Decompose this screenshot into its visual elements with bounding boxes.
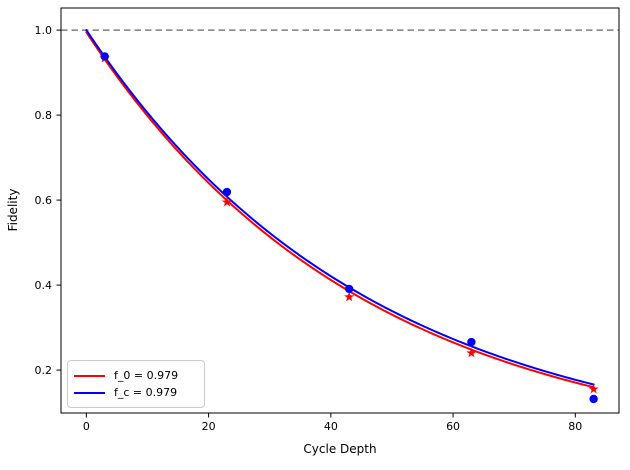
x-tick-label: 20 (202, 420, 216, 433)
data-point-f_c (344, 284, 354, 294)
legend-label-fc: f_c = 0.979 (114, 386, 178, 399)
axes-frame-group (60, 7, 620, 414)
data-point-f_0 (466, 347, 477, 358)
fit-curve-f_0 (85, 31, 595, 389)
data-point-f_c (467, 337, 476, 347)
x-tick-label: 0 (83, 420, 90, 433)
data-point-f_0 (588, 383, 599, 394)
y-tick-label: 0.8 (35, 109, 53, 122)
y-axis-label: Fidelity (6, 189, 20, 232)
data-point-f_c (589, 394, 598, 404)
legend-swatch-fc (74, 391, 105, 394)
axes-frame (60, 7, 620, 414)
legend: f_0 = 0.979 f_c = 0.979 (67, 360, 205, 408)
markers-group (99, 52, 599, 404)
x-tick-label: 60 (446, 420, 460, 433)
legend-row-f0: f_0 = 0.979 (74, 368, 196, 383)
y-tick-label: 1.0 (35, 24, 53, 37)
x-tick-label: 80 (568, 420, 582, 433)
y-tick-label: 0.4 (35, 279, 53, 292)
curves-group (85, 29, 595, 389)
data-point-f_c (222, 187, 232, 197)
x-tick-label: 40 (324, 420, 338, 433)
data-point-f_0 (344, 291, 355, 302)
legend-row-fc: f_c = 0.979 (74, 385, 196, 400)
legend-swatch-f0 (74, 374, 105, 377)
ticks-group: 0 20 40 60 80 0.2 0.4 0.6 0.8 1.0 (35, 24, 583, 433)
data-point-f_c (100, 52, 109, 61)
legend-label-f0: f_0 = 0.979 (114, 369, 179, 382)
data-point-f_0 (221, 196, 232, 207)
x-axis-label: Cycle Depth (303, 442, 376, 456)
y-tick-label: 0.2 (35, 364, 53, 377)
y-tick-label: 0.6 (35, 194, 53, 207)
fit-curve-f_c (85, 29, 595, 386)
